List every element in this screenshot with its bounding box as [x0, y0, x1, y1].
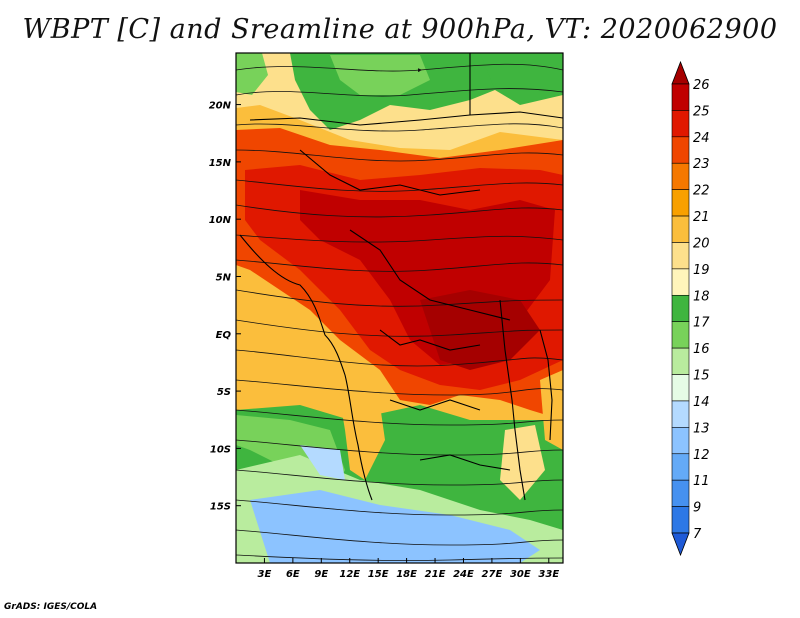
colorbar-label: 25 — [693, 104, 710, 119]
lat-tick-label: EQ — [216, 330, 232, 341]
lon-tick-label: 9E — [314, 569, 328, 580]
colorbar-label: 17 — [693, 316, 710, 331]
colorbar-segment — [671, 242, 690, 270]
lat-tick-label: 15S — [210, 502, 231, 513]
colorbar-label: 18 — [693, 289, 710, 304]
colorbar-label: 12 — [693, 448, 710, 463]
colorbar-segment — [671, 83, 690, 111]
colorbar-segment — [671, 294, 690, 323]
colorbar-segment — [671, 110, 690, 138]
lat-tick-label: 10S — [210, 444, 231, 455]
colorbar-label: 9 — [693, 501, 701, 516]
lon-tick-label: 3E — [258, 569, 272, 580]
colorbar-label: 19 — [693, 263, 710, 278]
colorbar-segment — [671, 479, 690, 507]
colorbar-label: 11 — [693, 474, 710, 489]
colorbar-segment — [671, 453, 690, 481]
lat-tick-label: 15N — [209, 158, 232, 169]
lon-tick-label: 27E — [482, 569, 503, 580]
lon-tick-label: 21E — [425, 569, 446, 580]
colorbar-segment — [671, 347, 690, 375]
colorbar-bottom-arrow — [671, 532, 690, 557]
chart-title: WBPT [C] and Sreamline at 900hPa, VT: 20… — [22, 14, 778, 45]
lat-tick-label: 20N — [209, 101, 232, 112]
colorbar-segment — [671, 189, 690, 217]
colorbar-segment — [671, 162, 690, 190]
colorbar-label: 15 — [693, 369, 710, 384]
colorbar-label: 7 — [693, 527, 702, 542]
colorbar: 26 25 24 23 22 21 20 19 18 17 16 15 14 13 12 11 9 7 — [671, 60, 710, 557]
lat-tick-label: 5S — [217, 387, 231, 398]
footer-credit: GrADS: IGES/COLA — [4, 602, 98, 612]
colorbar-segment — [671, 321, 690, 349]
latitude-axis: 20N 15N 10N 5N EQ 5S 10S 15S — [209, 101, 241, 513]
colorbar-label: 13 — [693, 421, 710, 436]
lat-tick-label: 10N — [209, 215, 232, 226]
colorbar-segment — [671, 215, 690, 243]
colorbar-label: 23 — [693, 157, 710, 172]
lon-tick-label: 18E — [396, 569, 417, 580]
lon-tick-label: 24E — [453, 569, 474, 580]
colorbar-segment — [671, 136, 690, 164]
wbpt-field — [236, 53, 563, 563]
lon-tick-label: 6E — [286, 569, 300, 580]
colorbar-label: 24 — [693, 131, 710, 146]
colorbar-label: 22 — [693, 184, 710, 199]
colorbar-segment — [671, 427, 690, 455]
lon-tick-label: 15E — [368, 569, 389, 580]
map-frame — [235, 52, 564, 564]
colorbar-segment — [671, 374, 690, 402]
colorbar-segment — [671, 268, 690, 296]
colorbar-label: 16 — [693, 342, 710, 357]
lon-tick-label: 33E — [538, 569, 559, 580]
colorbar-top-arrow — [671, 60, 690, 85]
coastlines-and-borders — [239, 53, 563, 501]
streamlines — [236, 63, 563, 561]
longitude-axis: 3E 6E 9E 12E 15E 18E 21E 24E 27E 30E 33E — [258, 558, 559, 580]
colorbar-label: 20 — [693, 236, 710, 251]
colorbar-label: 21 — [693, 210, 710, 225]
colorbar-label: 14 — [693, 395, 710, 410]
lat-tick-label: 5N — [216, 272, 232, 283]
lon-tick-label: 12E — [339, 569, 360, 580]
colorbar-label: 26 — [693, 78, 710, 93]
colorbar-segment — [671, 506, 690, 534]
lon-tick-label: 30E — [510, 569, 531, 580]
colorbar-segment — [671, 400, 690, 428]
